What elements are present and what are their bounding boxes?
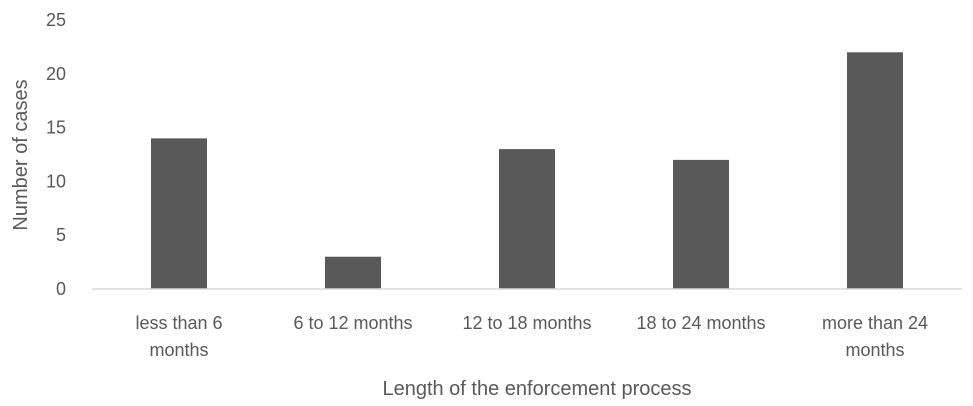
x-tick-label: more than 24 months [822,313,928,360]
y-axis-ticks: 0 5 10 15 20 25 [46,10,66,299]
x-tick-label: 12 to 18 months [462,313,591,333]
y-tick-label: 0 [56,279,66,299]
y-tick-label: 10 [46,171,66,191]
x-tick-label: 18 to 24 months [636,313,765,333]
bar [847,52,903,289]
bar [499,149,555,289]
x-axis-labels: less than 6 months 6 to 12 months 12 to 18 … [135,313,928,360]
bar [151,138,207,289]
bar [325,256,381,289]
y-tick-label: 5 [56,225,66,245]
bar [673,159,729,289]
x-axis-title: Length of the enforcement process [382,378,691,400]
y-tick-label: 25 [46,10,66,30]
x-tick-label: less than 6 months [135,313,222,360]
x-tick-label: 6 to 12 months [293,313,412,333]
y-tick-label: 15 [46,118,66,138]
y-axis-title: Number of cases [10,79,32,230]
y-tick-label: 20 [46,64,66,84]
bars [151,52,903,289]
